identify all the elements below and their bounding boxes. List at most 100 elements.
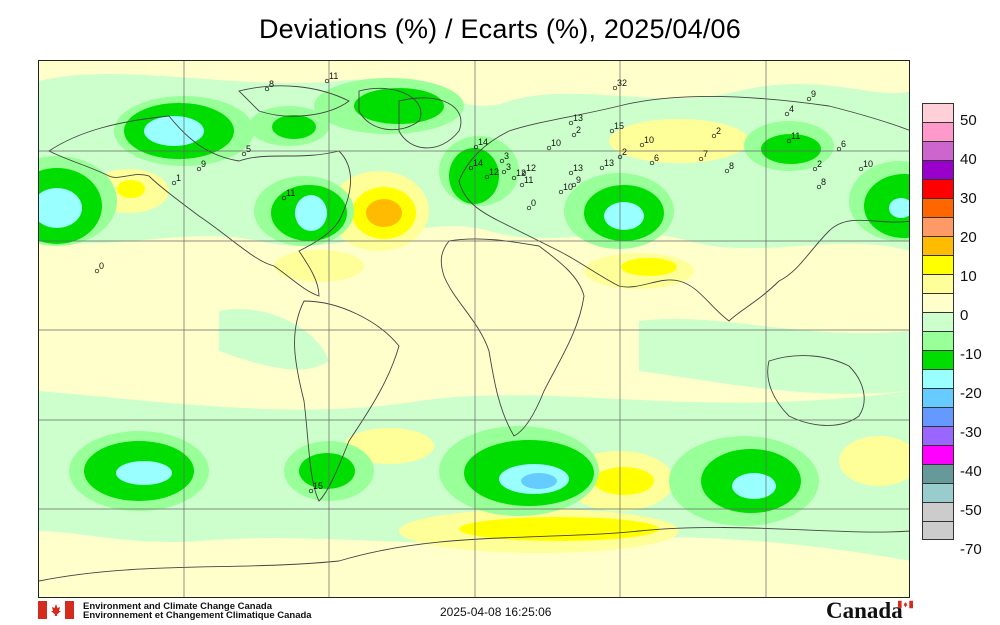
legend-tick-label: 30 [960, 190, 977, 207]
station-value: 11 [329, 71, 338, 81]
station-marker [568, 170, 574, 176]
legend-swatch [922, 483, 954, 502]
station-marker [264, 86, 270, 92]
station-marker [94, 268, 100, 274]
agency-name-en: Environment and Climate Change Canada [83, 601, 272, 612]
legend-swatch [922, 122, 954, 141]
legend-tick-label: -30 [960, 424, 982, 441]
legend-tick-label: 50 [960, 112, 977, 129]
station-value: 10 [551, 138, 561, 148]
station-marker [639, 142, 645, 148]
station-value: 15 [313, 481, 323, 491]
station-marker [558, 189, 564, 195]
station-value: 14 [478, 137, 488, 147]
station-value: 8 [821, 177, 826, 187]
graticule [39, 61, 909, 597]
station-value: 0 [99, 261, 104, 271]
station-value: 8 [269, 79, 274, 89]
station-marker [324, 78, 330, 84]
legend-swatch [922, 388, 954, 407]
legend-tick-label: 20 [960, 229, 977, 246]
legend-tick-label: 0 [960, 307, 969, 324]
station-value: 10 [644, 135, 654, 145]
legend-swatch [922, 369, 954, 388]
station-marker [568, 120, 574, 126]
canada-flag-icon [38, 601, 74, 619]
station-marker [806, 96, 812, 102]
station-value: 11 [524, 175, 533, 185]
legend-swatch [922, 274, 954, 293]
station-value: 7 [703, 149, 708, 159]
legend-swatch [922, 350, 954, 369]
legend-swatch [922, 198, 954, 217]
station-marker [786, 138, 792, 144]
station-marker [711, 133, 717, 139]
station-marker [836, 146, 842, 152]
station-marker [484, 174, 490, 180]
legend-tick-label: 40 [960, 151, 977, 168]
station-marker [501, 169, 507, 175]
station-marker [617, 154, 623, 160]
legend-swatch [922, 179, 954, 198]
station-value: 11 [286, 188, 295, 198]
station-value: 15 [614, 121, 624, 131]
station-value: 13 [573, 163, 583, 173]
chart-title: Deviations (%) / Ecarts (%), 2025/04/06 [258, 14, 741, 44]
legend-swatch [922, 217, 954, 236]
canada-wordmark: Canada [826, 598, 903, 623]
station-value: 10 [563, 182, 573, 192]
station-value: 10 [863, 159, 873, 169]
station-value: 12 [526, 163, 536, 173]
legend-tick-label: -70 [960, 541, 982, 558]
station-marker [171, 180, 177, 186]
station-marker [519, 182, 525, 188]
legend-tick-label: -10 [960, 346, 982, 363]
legend-swatch [922, 502, 954, 521]
legend-tick-label: -50 [960, 502, 982, 519]
station-value: 3 [504, 151, 509, 161]
station-value: 0 [531, 198, 536, 208]
station-value: 13 [604, 158, 614, 168]
station-value: 9 [201, 159, 206, 169]
station-marker [308, 488, 314, 494]
station-value: 2 [576, 125, 581, 135]
station-marker [812, 166, 818, 172]
station-marker [571, 132, 577, 138]
station-value: 12 [516, 168, 526, 178]
station-value: 8 [729, 161, 734, 171]
legend-swatch [922, 293, 954, 312]
station-marker [724, 168, 730, 174]
station-marker [473, 144, 479, 150]
station-marker [612, 85, 618, 91]
station-value: 6 [654, 153, 659, 163]
station-marker [526, 205, 532, 211]
legend-swatch [922, 331, 954, 350]
station-marker [649, 160, 655, 166]
station-value: 4 [789, 104, 794, 114]
wordmark-flag-icon [898, 600, 913, 609]
legend-swatch [922, 312, 954, 331]
station-value: 5 [246, 144, 251, 154]
legend-swatch [922, 521, 954, 540]
station-marker [571, 182, 577, 188]
station-marker [858, 166, 864, 172]
station-value: 9 [811, 89, 816, 99]
station-marker [241, 151, 247, 157]
legend-swatch [922, 407, 954, 426]
agency-name-fr: Environnement et Changement Climatique C… [83, 610, 312, 621]
station-marker [281, 195, 287, 201]
station-value: 12 [489, 167, 499, 177]
legend-tick-label: 10 [960, 268, 977, 285]
legend-swatch [922, 255, 954, 274]
legend-tick-label: -20 [960, 385, 982, 402]
station-marker [609, 128, 615, 134]
station-value: 9 [576, 175, 581, 185]
station-value: 3 [506, 162, 511, 172]
station-value: 2 [716, 126, 721, 136]
color-legend [922, 103, 956, 540]
station-value: 11 [791, 131, 800, 141]
station-value: 2 [817, 159, 822, 169]
station-marker [499, 158, 505, 164]
